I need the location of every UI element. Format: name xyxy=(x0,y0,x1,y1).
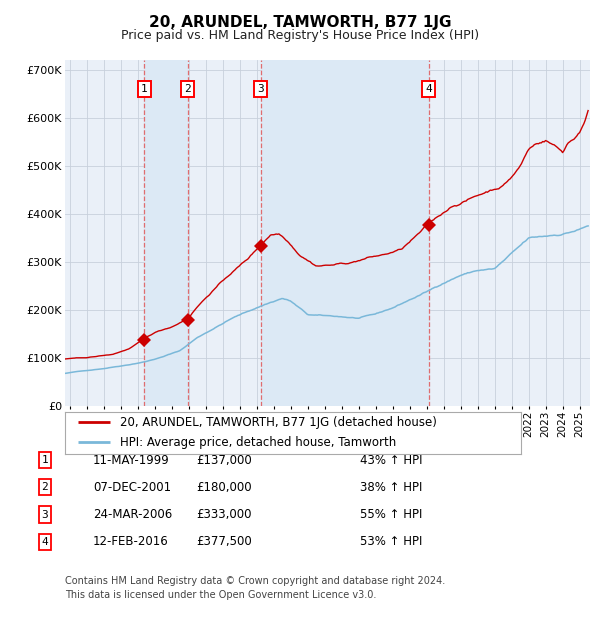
Text: 12-FEB-2016: 12-FEB-2016 xyxy=(93,536,169,548)
Text: 11-MAY-1999: 11-MAY-1999 xyxy=(93,454,170,466)
Text: This data is licensed under the Open Government Licence v3.0.: This data is licensed under the Open Gov… xyxy=(65,590,376,600)
Text: £137,000: £137,000 xyxy=(196,454,252,466)
Text: Contains HM Land Registry data © Crown copyright and database right 2024.: Contains HM Land Registry data © Crown c… xyxy=(65,576,445,586)
Text: 53% ↑ HPI: 53% ↑ HPI xyxy=(360,536,422,548)
Text: HPI: Average price, detached house, Tamworth: HPI: Average price, detached house, Tamw… xyxy=(119,435,396,448)
Text: Price paid vs. HM Land Registry's House Price Index (HPI): Price paid vs. HM Land Registry's House … xyxy=(121,29,479,42)
Text: 3: 3 xyxy=(257,84,264,94)
Text: 24-MAR-2006: 24-MAR-2006 xyxy=(93,508,172,521)
Text: 20, ARUNDEL, TAMWORTH, B77 1JG (detached house): 20, ARUNDEL, TAMWORTH, B77 1JG (detached… xyxy=(119,416,436,428)
Text: 2: 2 xyxy=(41,482,49,492)
Text: 3: 3 xyxy=(41,510,49,520)
Text: 1: 1 xyxy=(41,455,49,465)
Text: £180,000: £180,000 xyxy=(196,481,252,494)
Text: 07-DEC-2001: 07-DEC-2001 xyxy=(93,481,171,494)
Bar xyxy=(260,60,429,406)
Text: 55% ↑ HPI: 55% ↑ HPI xyxy=(360,508,422,521)
Bar xyxy=(144,60,188,406)
Text: 4: 4 xyxy=(41,537,49,547)
Text: £377,500: £377,500 xyxy=(196,536,252,548)
Text: 4: 4 xyxy=(425,84,432,94)
Text: 2: 2 xyxy=(184,84,191,94)
Text: £333,000: £333,000 xyxy=(197,508,252,521)
Text: 38% ↑ HPI: 38% ↑ HPI xyxy=(360,481,422,494)
Text: 20, ARUNDEL, TAMWORTH, B77 1JG: 20, ARUNDEL, TAMWORTH, B77 1JG xyxy=(149,16,451,30)
Text: 43% ↑ HPI: 43% ↑ HPI xyxy=(360,454,422,466)
Text: 1: 1 xyxy=(141,84,148,94)
